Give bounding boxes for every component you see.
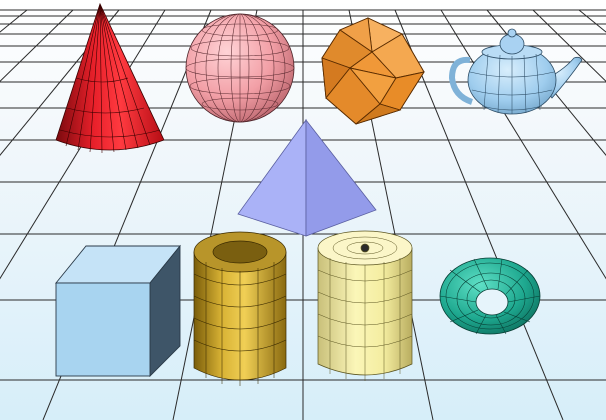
- icosahedron-object[interactable]: [321, 17, 425, 125]
- teapot-object[interactable]: [448, 28, 583, 115]
- pyramid-object[interactable]: [237, 118, 377, 237]
- cylinder-object[interactable]: [317, 230, 413, 381]
- tube-object[interactable]: [193, 231, 287, 386]
- grid-line: [0, 9, 74, 82]
- sphere-object[interactable]: [185, 13, 295, 123]
- torus-object[interactable]: [439, 257, 541, 335]
- box-object[interactable]: [55, 244, 181, 378]
- grid-line: [532, 9, 606, 82]
- grid-line: [394, 9, 564, 420]
- grid-line: [0, 9, 120, 156]
- cone-object[interactable]: [55, 2, 165, 154]
